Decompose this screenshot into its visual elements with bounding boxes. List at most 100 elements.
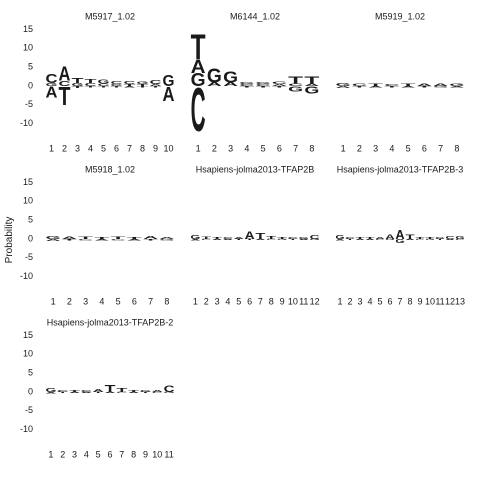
- logo-letter: A: [405, 239, 415, 241]
- x-tick-label: 5: [406, 143, 411, 153]
- x-tick-label: 1: [193, 296, 198, 306]
- panel-title: M5919_1.02: [375, 11, 425, 21]
- x-tick-label: 2: [204, 296, 209, 306]
- x-tick-label: 2: [60, 449, 65, 459]
- logo-letter: T: [272, 86, 287, 88]
- logo-letter: T: [85, 78, 98, 84]
- x-tick-label: 4: [367, 296, 372, 306]
- x-tick-label: 2: [67, 296, 72, 306]
- logo-letter: T: [98, 86, 111, 88]
- logo-letter: T: [256, 86, 271, 88]
- logo-letter: T: [368, 83, 383, 87]
- x-tick-label: 8: [454, 143, 459, 153]
- logo-letter: A: [69, 392, 80, 394]
- logo-letter: G: [385, 239, 394, 241]
- x-tick-label: 3: [228, 143, 233, 153]
- logo-letter: C: [345, 236, 355, 239]
- logo-letter: G: [304, 85, 319, 96]
- x-tick-label: 3: [215, 296, 220, 306]
- x-tick-label: 4: [88, 143, 93, 153]
- x-tick-label: 9: [280, 296, 285, 306]
- x-tick-label: 13: [455, 296, 465, 306]
- y-tick-label: 0: [28, 386, 33, 396]
- logo-letter: G: [277, 239, 287, 241]
- panel-title: Hsapiens-jolma2013-TFAP2B-3: [337, 164, 464, 174]
- y-tick-label: 10: [23, 349, 33, 359]
- y-tick-label: -5: [25, 252, 33, 262]
- y-axis-label: Probability: [4, 217, 15, 264]
- x-tick-label: 10: [425, 296, 435, 306]
- logo-letter: A: [299, 239, 309, 241]
- y-tick-label: 5: [28, 215, 33, 225]
- logo-letter: C: [288, 83, 303, 87]
- logo-letter: A: [304, 83, 319, 87]
- x-tick-label: 5: [261, 143, 266, 153]
- logo-letter: G: [449, 83, 464, 87]
- logo-letter: T: [266, 236, 277, 240]
- x-tick-label: 4: [99, 296, 104, 306]
- logo-letter: G: [98, 79, 110, 85]
- logo-letter: C: [415, 239, 425, 241]
- logo-letter: A: [445, 239, 455, 241]
- logo-letter: C: [46, 73, 58, 87]
- logo-letter: A: [59, 62, 71, 85]
- x-tick-label: 3: [357, 296, 362, 306]
- logo-letter: T: [365, 236, 375, 239]
- x-tick-label: 2: [347, 296, 352, 306]
- logo-letter: C: [201, 239, 211, 241]
- logo-letter: T: [355, 236, 365, 239]
- x-tick-label: 5: [116, 296, 121, 306]
- logo-letter: G: [395, 239, 404, 245]
- logo-letter: T: [405, 234, 415, 241]
- logo-letter: T: [212, 237, 223, 240]
- logo-letter: A: [245, 229, 255, 242]
- logo-letter: C: [310, 235, 321, 240]
- y-tick-label: -10: [20, 271, 33, 281]
- x-tick-label: 10: [288, 296, 298, 306]
- logo-letter: G: [163, 73, 175, 90]
- y-tick-label: 0: [28, 80, 33, 90]
- logo-letter: T: [124, 84, 137, 87]
- logo-letter: A: [234, 237, 244, 240]
- logo-letter: G: [223, 68, 238, 86]
- x-tick-label: 11: [299, 296, 308, 306]
- y-tick-label: 15: [23, 24, 33, 34]
- logo-letter: G: [190, 235, 200, 240]
- x-tick-label: 3: [83, 296, 88, 306]
- x-tick-label: 8: [164, 296, 169, 306]
- logo-letter: T: [59, 81, 72, 111]
- logo-letter: C: [111, 239, 126, 241]
- panel: M6144_1.021GATC2AG3AG4CGT5CGT6ACT7CTG8AT…: [191, 11, 320, 153]
- logo-letter: G: [425, 239, 434, 241]
- logo-letter: T: [69, 389, 80, 392]
- logo-letter: G: [288, 85, 303, 93]
- logo-letter: G: [299, 237, 309, 240]
- logo-letter: C: [288, 237, 298, 240]
- y-tick-label: 5: [28, 368, 33, 378]
- logo-letter: T: [78, 236, 93, 240]
- x-tick-label: 6: [114, 143, 119, 153]
- logo-letter: C: [98, 83, 110, 87]
- x-tick-label: 7: [148, 296, 153, 306]
- logo-letter: T: [384, 86, 399, 88]
- logo-letter: A: [385, 234, 394, 241]
- logo-letter: T: [94, 237, 109, 240]
- x-tick-label: 8: [131, 449, 136, 459]
- logo-letter: A: [127, 239, 142, 241]
- logo-letter: G: [335, 235, 344, 241]
- logo-letter: T: [277, 237, 287, 240]
- y-tick-label: 10: [23, 196, 33, 206]
- logo-letter: T: [288, 239, 298, 241]
- logo-letter: T: [85, 86, 98, 88]
- logo-letter: T: [150, 86, 163, 88]
- logo-letter: A: [375, 236, 385, 239]
- logo-letter: T: [137, 86, 150, 88]
- panel-title: M6144_1.02: [230, 11, 280, 21]
- logo-letter: T: [143, 239, 158, 241]
- logo-letter: C: [223, 237, 233, 240]
- logo-letter: T: [304, 75, 319, 86]
- logo-letter: G: [207, 64, 222, 87]
- logo-letter: A: [395, 227, 404, 242]
